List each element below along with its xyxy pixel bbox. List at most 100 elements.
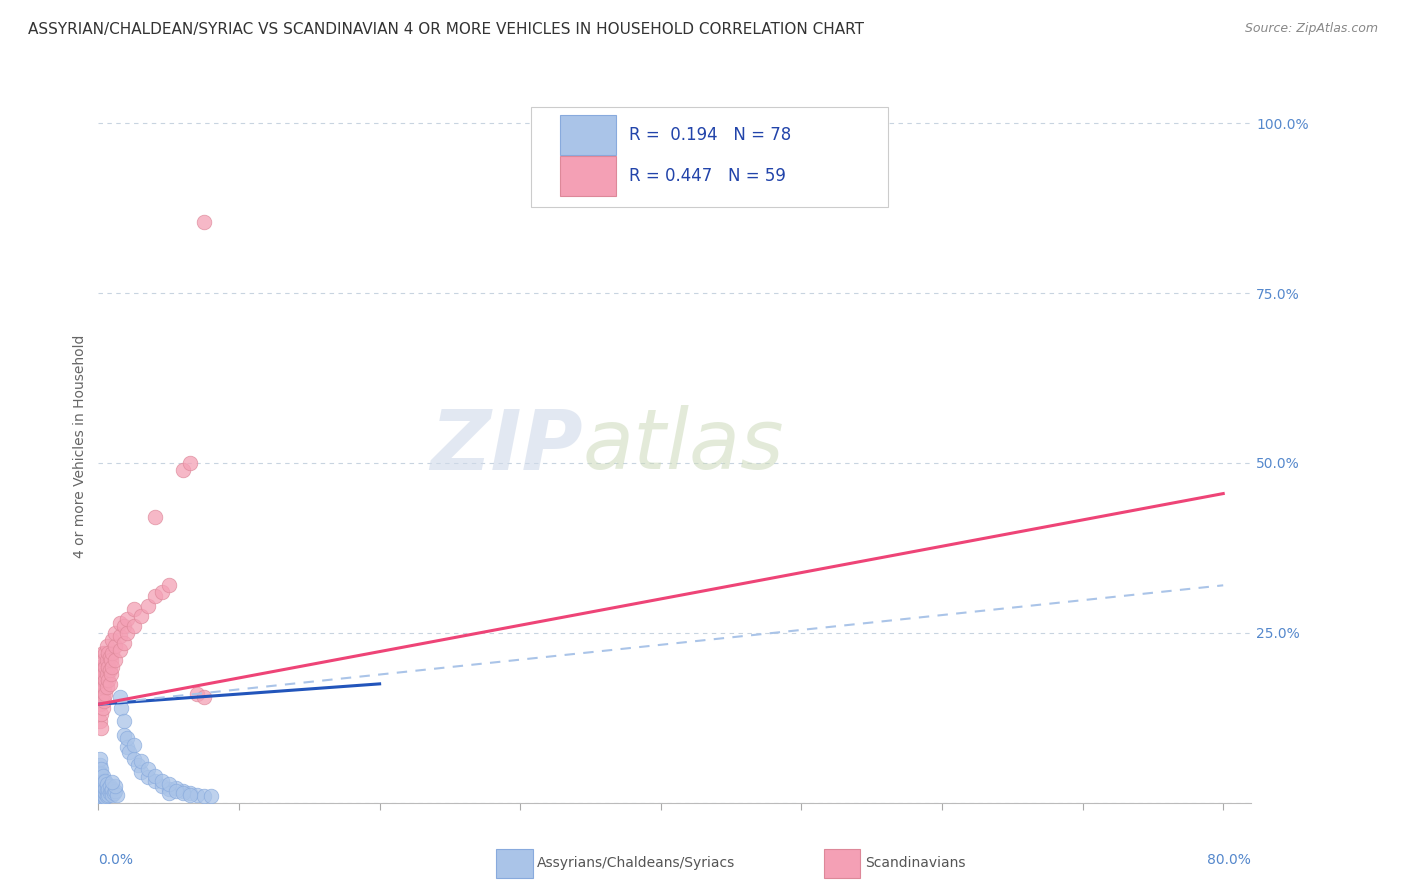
Point (193, 215, 215, 229)
Point (90, 721, 112, 735)
Point (101, 782, 124, 797)
Point (90, 767, 112, 781)
Text: Source: ZipAtlas.com: Source: ZipAtlas.com (1244, 22, 1378, 36)
Point (112, 728, 135, 742)
Point (136, 770, 159, 784)
Point (193, 789, 215, 803)
Point (104, 779, 127, 793)
Point (91, 646, 114, 660)
Text: ZIP: ZIP (430, 406, 582, 486)
Point (94, 687, 117, 701)
Point (91, 660, 114, 674)
Point (91, 783, 114, 797)
Point (129, 754, 152, 768)
Point (89, 714, 111, 729)
Point (172, 783, 194, 797)
Point (105, 788, 128, 802)
Point (193, 690, 215, 705)
Point (93, 666, 115, 681)
Point (94, 774, 117, 789)
Point (157, 578, 180, 592)
Point (172, 463, 194, 477)
Text: 0.0%: 0.0% (98, 853, 134, 867)
Point (150, 774, 173, 789)
Point (110, 700, 132, 714)
Text: atlas: atlas (582, 406, 785, 486)
Point (89, 790, 111, 805)
Point (122, 619, 145, 633)
Point (101, 632, 124, 647)
Point (129, 608, 152, 623)
Point (112, 619, 135, 633)
Point (100, 783, 122, 797)
Point (179, 788, 201, 802)
Point (101, 646, 124, 660)
Point (96, 777, 118, 791)
Point (93, 680, 115, 694)
Point (98, 677, 121, 691)
Point (96, 783, 118, 797)
Point (112, 714, 135, 729)
Point (108, 629, 131, 643)
Point (91, 788, 114, 802)
Point (157, 786, 180, 800)
Point (100, 666, 122, 681)
Point (93, 653, 115, 667)
Point (200, 789, 222, 803)
Point (115, 731, 138, 746)
Point (165, 783, 187, 797)
Text: R = 0.447   N = 59: R = 0.447 N = 59 (628, 168, 786, 186)
Text: R =  0.194   N = 78: R = 0.194 N = 78 (628, 126, 792, 144)
Point (118, 745, 141, 759)
Point (98, 786, 121, 800)
Point (97, 673, 120, 688)
Point (150, 779, 173, 793)
Point (112, 636, 135, 650)
Point (136, 762, 159, 776)
Point (90, 789, 112, 803)
Point (157, 777, 180, 791)
Point (143, 774, 166, 789)
Point (129, 765, 152, 780)
Point (91, 774, 114, 789)
Point (157, 782, 180, 797)
Text: ASSYRIAN/CHALDEAN/SYRIAC VS SCANDINAVIAN 4 OR MORE VEHICLES IN HOUSEHOLD CORRELA: ASSYRIAN/CHALDEAN/SYRIAC VS SCANDINAVIAN… (28, 22, 865, 37)
Point (91, 779, 114, 793)
Point (98, 663, 121, 677)
Point (93, 780, 115, 795)
Point (104, 783, 127, 797)
FancyBboxPatch shape (560, 115, 616, 155)
Point (186, 687, 208, 701)
Point (122, 602, 145, 616)
Point (89, 758, 111, 772)
Point (94, 790, 117, 805)
Point (96, 789, 118, 803)
Point (179, 786, 201, 800)
Point (143, 769, 166, 783)
Point (89, 698, 111, 712)
Point (90, 762, 112, 776)
Point (94, 780, 117, 795)
Point (93, 785, 115, 799)
Point (90, 786, 112, 800)
Point (104, 653, 127, 667)
Point (89, 670, 111, 684)
Point (90, 677, 112, 691)
Point (122, 738, 145, 752)
Point (89, 751, 111, 765)
Point (96, 666, 118, 681)
Point (103, 786, 125, 800)
Point (97, 788, 120, 802)
Point (91, 673, 114, 688)
Point (94, 786, 117, 800)
Point (108, 690, 131, 705)
Point (90, 772, 112, 786)
Point (96, 680, 118, 694)
Point (97, 660, 120, 674)
FancyBboxPatch shape (560, 156, 616, 196)
Point (94, 646, 117, 660)
Point (91, 790, 114, 805)
Point (115, 626, 138, 640)
Point (101, 660, 124, 674)
Point (90, 777, 112, 791)
